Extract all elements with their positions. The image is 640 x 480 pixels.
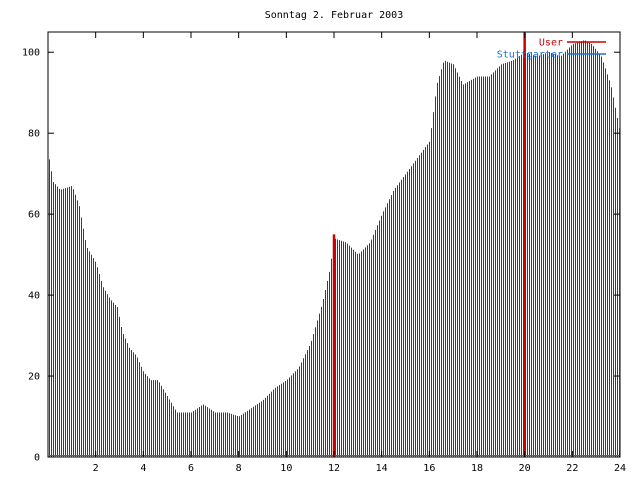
user-bars <box>49 32 620 457</box>
x-tick-label: 14 <box>376 463 388 474</box>
x-tick-label: 18 <box>471 463 483 474</box>
y-tick-label: 100 <box>22 48 40 59</box>
x-tick-label: 12 <box>328 463 340 474</box>
legend-label: User <box>539 38 563 49</box>
x-tick-label: 22 <box>566 463 578 474</box>
y-tick-label: 0 <box>34 453 40 464</box>
x-tick-label: 10 <box>280 463 292 474</box>
x-tick-label: 6 <box>188 463 194 474</box>
y-tick-label: 60 <box>28 210 40 221</box>
chart-title: Sonntag 2. Februar 2003 <box>264 10 404 21</box>
y-tick-label: 20 <box>28 372 40 383</box>
x-tick-label: 24 <box>614 463 626 474</box>
y-tick-label: 80 <box>28 129 40 140</box>
legend-label: Stuttgarter <box>497 50 563 61</box>
x-tick-label: 20 <box>519 463 531 474</box>
y-tick-label: 40 <box>28 291 40 302</box>
x-tick-label: 4 <box>140 463 146 474</box>
x-tick-label: 8 <box>236 463 242 474</box>
x-tick-label: 2 <box>93 463 99 474</box>
x-tick-label: 16 <box>423 463 435 474</box>
